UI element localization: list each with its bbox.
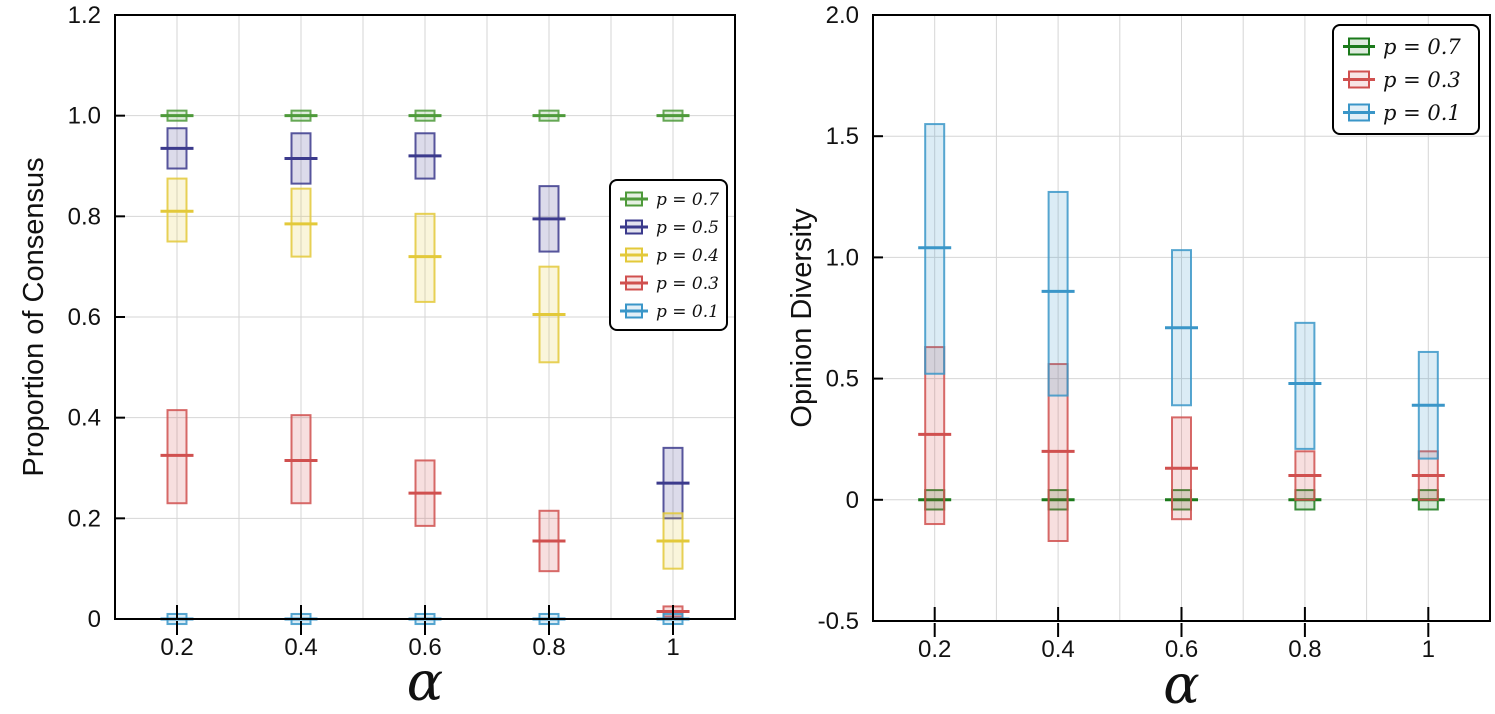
- y-tick-label: 0: [846, 487, 859, 514]
- legend-item: p = 0.5: [620, 218, 719, 238]
- legend-label: p = 0.4: [656, 246, 719, 266]
- legend-label: p = 0.3: [656, 274, 719, 294]
- y-axis-label: Opinion Diversity: [786, 208, 818, 428]
- range-box: [1047, 190, 1069, 397]
- x-axis-ticks: 0.2 0.4 0.6 0.8 1: [160, 605, 680, 661]
- legend-item: p = 0.3: [620, 274, 719, 294]
- series-p-0-1: [918, 123, 1445, 460]
- series-p-0-4: [160, 177, 690, 570]
- y-tick-label: -0.5: [818, 608, 859, 635]
- y-tick-label: 1.2: [68, 2, 101, 29]
- x-tick-label: 1: [1422, 636, 1435, 663]
- x-tick-label: 0.6: [1165, 636, 1198, 663]
- legend-item: p = 0.1: [620, 302, 719, 322]
- y-tick-label: 1.0: [826, 244, 859, 271]
- y-tick-label: 0: [88, 606, 101, 633]
- y-axis-label: Proportion of Consensus: [18, 157, 50, 476]
- x-axis-ticks: 0.2 0.4 0.6 0.8 1: [918, 607, 1435, 663]
- y-tick-label: 0.8: [68, 203, 101, 230]
- x-axis-label: α: [1163, 653, 1199, 714]
- y-tick-label: 0.2: [68, 505, 101, 532]
- legend: p = 0.7 p = 0.3 p = 0.1: [1332, 24, 1480, 135]
- legend-item: p = 0.4: [620, 246, 719, 266]
- series-p-0-5: [160, 127, 690, 520]
- range-box: [1294, 321, 1316, 450]
- legend-item: p = 0.7: [1343, 35, 1461, 59]
- x-tick-label: 1: [666, 634, 679, 661]
- x-tick-label: 0.4: [284, 634, 317, 661]
- x-axis-label: α: [407, 650, 443, 713]
- y-axis-ticks: 0 0.2 0.4 0.6 0.8 1.0 1.2: [68, 2, 125, 633]
- y-tick-label: 1.5: [826, 123, 859, 150]
- legend-label: p = 0.7: [1383, 35, 1461, 59]
- series-p-0-7: [160, 109, 690, 122]
- series-p-0-3: [918, 346, 1445, 543]
- x-tick-label: 0.8: [1288, 636, 1321, 663]
- legend-item: p = 0.3: [1343, 68, 1461, 92]
- legend-label: p = 0.7: [656, 190, 719, 210]
- legend-label: p = 0.1: [656, 302, 719, 322]
- y-tick-label: 0.4: [68, 405, 101, 432]
- legend-label: p = 0.3: [1383, 68, 1461, 92]
- chart-panel-2: 0.2 0.4 0.6 0.8 1 -0.5 0 0.5 1.0 1.5 2.0 Opinion Di…: [786, 2, 1491, 714]
- x-tick-label: 0.2: [918, 636, 951, 663]
- y-tick-label: 0.5: [826, 366, 859, 393]
- legend-item: p = 0.1: [1343, 101, 1461, 125]
- chart-panel-1: 0.2 0.4 0.6 0.8 1 0 0.2 0.4 0.6 0.8 1.0 1.2 Proporti…: [18, 2, 736, 713]
- x-tick-label: 0.8: [532, 634, 565, 661]
- x-tick-label: 0.2: [160, 634, 193, 661]
- legend-box: [609, 179, 728, 331]
- y-tick-label: 0.6: [68, 304, 101, 331]
- legend-label: p = 0.1: [1383, 101, 1461, 125]
- legend-item: p = 0.7: [620, 190, 719, 210]
- y-tick-label: 2.0: [826, 2, 859, 29]
- y-tick-label: 1.0: [68, 103, 101, 130]
- y-axis-ticks: -0.5 0 0.5 1.0 1.5 2.0: [818, 2, 883, 635]
- legend: p = 0.7 p = 0.5 p = 0.4 p = 0.3 p = 0.1: [609, 179, 728, 331]
- x-tick-label: 0.4: [1041, 636, 1074, 663]
- series-group: [918, 123, 1445, 543]
- legend-label: p = 0.5: [656, 218, 719, 238]
- x-tick-label: 0.6: [408, 634, 441, 661]
